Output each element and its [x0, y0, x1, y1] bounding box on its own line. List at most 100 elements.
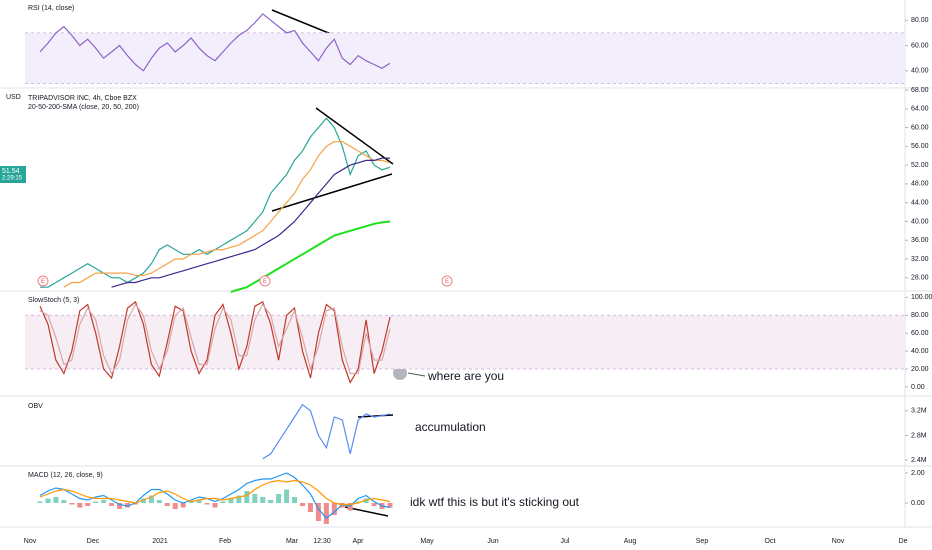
trend-line — [271, 173, 393, 212]
histogram-bar — [69, 503, 75, 505]
series-line — [111, 157, 390, 288]
series-line — [230, 220, 391, 293]
x-tick-label: Jul — [561, 538, 570, 545]
earnings-label: E — [263, 279, 267, 285]
y-tick-label: 0.00 — [911, 500, 925, 507]
histogram-bar — [109, 503, 115, 506]
histogram-bar — [371, 503, 377, 506]
histogram-bar — [347, 503, 353, 511]
pane-title: OBV — [28, 403, 43, 410]
pane-title: MACD (12, 26, close, 9) — [28, 472, 103, 479]
histogram-bar — [228, 498, 234, 503]
histogram-bar — [61, 500, 67, 503]
y-tick-label: 2.4M — [911, 457, 927, 464]
band — [25, 32, 905, 84]
x-tick-label: 2021 — [152, 538, 168, 545]
y-tick-label: 68.00 — [911, 87, 929, 94]
histogram-bar — [196, 500, 202, 503]
histogram-bar — [204, 503, 210, 505]
histogram-bar — [363, 498, 369, 503]
x-tick-label: Nov — [24, 538, 37, 545]
histogram-bar — [292, 497, 298, 503]
y-tick-label: 56.00 — [911, 143, 929, 150]
y-tick-label: 60.00 — [911, 42, 929, 49]
histogram-bar — [252, 494, 258, 503]
earnings-marker — [37, 275, 49, 287]
pane-title: RSI (14, close) — [28, 5, 74, 12]
histogram-bar — [307, 503, 313, 512]
earnings-marker — [441, 275, 453, 287]
histogram-bar — [53, 497, 59, 503]
histogram-bar — [188, 501, 194, 503]
histogram-bar — [140, 498, 146, 503]
y-tick-label: 2.00 — [911, 470, 925, 477]
histogram-bar — [180, 503, 186, 508]
histogram-bar — [276, 494, 282, 503]
earnings-marker — [259, 275, 271, 287]
histogram-bar — [93, 501, 99, 503]
histogram-bar — [132, 503, 138, 505]
y-tick-label: 48.00 — [911, 181, 929, 188]
series-line — [39, 472, 391, 519]
trend-line — [357, 414, 394, 418]
series-line — [39, 479, 391, 506]
x-tick-label: Mar — [286, 538, 299, 545]
last-price: 51.54 — [2, 168, 20, 175]
y-tick-label: 80.00 — [911, 17, 929, 24]
x-tick-label: De — [899, 538, 908, 545]
x-tick-label: Sep — [696, 538, 709, 545]
annotation-marker — [393, 366, 407, 380]
histogram-bar — [164, 503, 170, 506]
histogram-bar — [355, 501, 361, 503]
annotation-arrow — [407, 372, 426, 377]
histogram-bar — [148, 495, 154, 503]
histogram-bar — [315, 503, 321, 521]
y-tick-label: 28.00 — [911, 275, 929, 282]
y-tick-label: 60.00 — [911, 330, 929, 337]
histogram-bar — [244, 491, 250, 503]
pane-title: SlowStoch (5, 3) — [28, 297, 79, 304]
trend-line — [315, 107, 394, 165]
histogram-bar — [172, 503, 178, 509]
histogram-bar — [125, 503, 130, 508]
y-tick-label: 0.00 — [911, 384, 925, 391]
earnings-label: E — [41, 279, 45, 285]
y-tick-label: 36.00 — [911, 237, 929, 244]
y-tick-label: 40.00 — [911, 218, 929, 225]
series-line — [39, 303, 391, 375]
x-tick-label: Oct — [765, 538, 776, 545]
histogram-bar — [156, 500, 162, 503]
annotation: accumulation — [415, 420, 486, 434]
histogram-bar — [101, 500, 107, 503]
histogram-bar — [37, 501, 43, 503]
x-tick-label: Feb — [219, 538, 231, 545]
pane-subtitle: 20-50-200-SMA (close, 20, 50, 200) — [28, 104, 139, 111]
histogram-bar — [77, 503, 83, 508]
histogram-bar — [300, 503, 305, 506]
x-tick-label: Aug — [624, 538, 637, 545]
histogram-bar — [220, 501, 226, 503]
y-tick-label: 100.00 — [911, 294, 932, 301]
x-tick-label: Dec — [87, 538, 100, 545]
histogram-bar — [387, 503, 393, 508]
y-tick-label: 64.00 — [911, 106, 929, 113]
y-tick-label: 3.2M — [911, 408, 927, 415]
histogram-bar — [331, 503, 337, 515]
x-tick-label: Jun — [487, 538, 498, 545]
pane-title: TRIPADVISOR INC, 4h, Cboe BZX — [28, 95, 137, 102]
x-tick-label: Nov — [832, 538, 845, 545]
y-tick-label: 60.00 — [911, 124, 929, 131]
histogram-bar — [212, 503, 218, 508]
countdown: 2:29:15 — [2, 176, 23, 182]
histogram-bar — [236, 495, 242, 503]
x-tick-label: 12:30 — [313, 538, 331, 545]
series-line — [262, 403, 391, 460]
x-tick-label: May — [420, 538, 434, 545]
y-tick-label: 44.00 — [911, 200, 929, 207]
histogram-bar — [45, 498, 51, 503]
earnings-label: E — [445, 279, 449, 285]
y-tick-label: 40.00 — [911, 348, 929, 355]
series-line — [63, 141, 391, 288]
